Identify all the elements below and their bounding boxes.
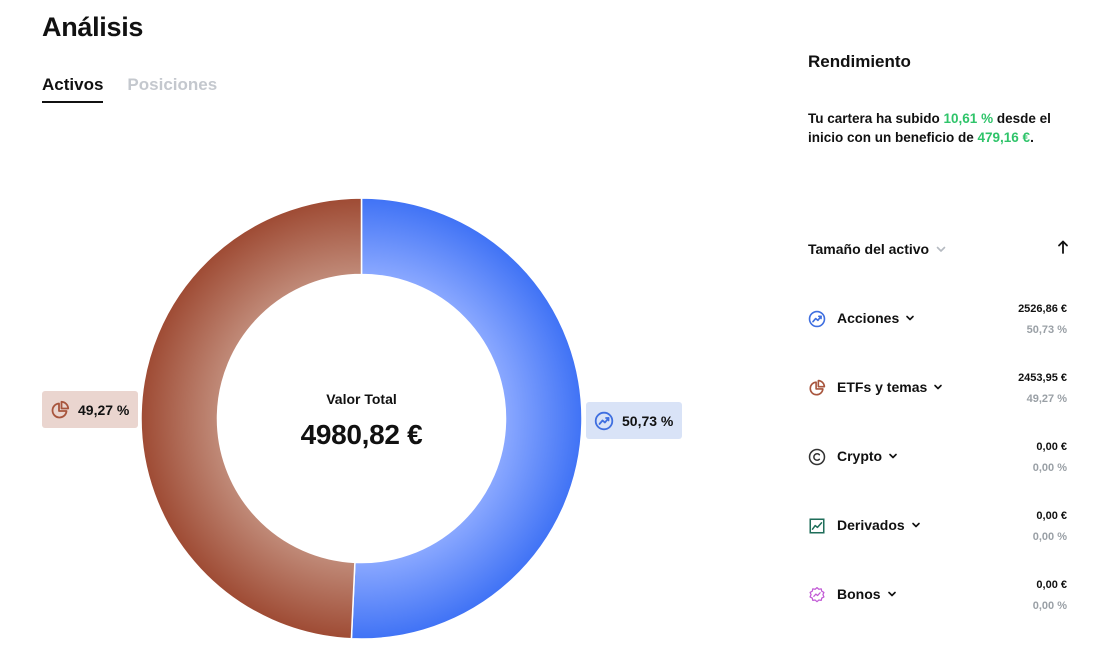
chevron-down-icon: [887, 591, 896, 597]
asset-value-bonos: 0,00 €: [1036, 579, 1067, 591]
summary-suffix: .: [1030, 130, 1034, 145]
chart-trend-icon: [808, 310, 826, 328]
sort-selector[interactable]: Tamaño del activo: [808, 239, 1070, 259]
total-value-amount: 4980,82 €: [300, 419, 423, 450]
chevron-down-icon: [934, 384, 943, 390]
pie-chart-icon: [809, 379, 826, 396]
copyright-icon: [808, 448, 826, 466]
asset-row-bonos[interactable]: Bonos 0,00 € 0,00 %: [808, 579, 1070, 619]
asset-name-crypto[interactable]: Crypto: [837, 448, 898, 464]
etfs-share-value: 49,27 %: [78, 401, 130, 418]
chevron-down-icon: [906, 315, 915, 321]
tab-posiciones[interactable]: Posiciones: [127, 75, 218, 94]
asset-row-crypto[interactable]: Crypto 0,00 € 0,00 %: [808, 441, 1070, 481]
chart-trend-icon: [594, 411, 614, 430]
chevron-down-icon: [911, 522, 920, 528]
asset-name-bonos[interactable]: Bonos: [837, 586, 897, 602]
summary-middle: desde el inicio con un beneficio de: [808, 111, 1051, 145]
asset-pct-crypto: 0,00 %: [1032, 462, 1067, 474]
asset-value-acciones: 2526,86 €: [1018, 303, 1067, 315]
asset-row-derivados[interactable]: Derivados 0,00 € 0,00 %: [808, 510, 1070, 550]
donut-segment-etfs[interactable]: [140, 197, 363, 640]
asset-value-derivados: 0,00 €: [1036, 510, 1067, 522]
asset-pct-derivados: 0,00 %: [1032, 531, 1067, 543]
chevron-down-icon: [889, 453, 897, 459]
etfs-share-pill: 49,27 %: [42, 391, 138, 428]
asset-name-acciones[interactable]: Acciones: [837, 310, 915, 326]
line-chart-icon: [809, 518, 825, 534]
donut-segment-acciones[interactable]: [350, 197, 583, 640]
asset-row-acciones[interactable]: Acciones 2526,86 € 50,73 %: [808, 303, 1070, 343]
performance-title: Rendimiento: [808, 52, 911, 71]
donut-svg: [140, 197, 583, 640]
asset-pct-bonos: 0,00 %: [1032, 600, 1067, 612]
asset-row-etfs[interactable]: ETFs y temas 2453,95 € 49,27 %: [808, 372, 1070, 412]
allocation-donut-chart: Valor Total 4980,82 €: [140, 197, 583, 640]
tab-activos[interactable]: Activos: [42, 75, 104, 103]
asset-value-etfs: 2453,95 €: [1018, 372, 1067, 384]
summary-percentage: 10,61 %: [943, 111, 994, 126]
acciones-share-pill: 50,73 %: [586, 402, 682, 439]
tab-bar: Activos Posiciones: [42, 75, 217, 103]
asset-value-crypto: 0,00 €: [1036, 441, 1067, 453]
performance-summary: Tu cartera ha subido 10,61 % desde el in…: [808, 109, 1078, 147]
asset-name-etfs[interactable]: ETFs y temas: [837, 379, 943, 395]
chevron-down-icon: [936, 246, 946, 252]
asset-name-derivados[interactable]: Derivados: [837, 517, 921, 533]
summary-prefix: Tu cartera ha subido: [808, 111, 944, 126]
badge-icon: [809, 586, 825, 603]
asset-pct-acciones: 50,73 %: [1026, 324, 1067, 336]
sort-arrow-up-icon[interactable]: [1056, 239, 1070, 255]
summary-profit: 479,16 €: [977, 130, 1031, 145]
asset-pct-etfs: 49,27 %: [1026, 393, 1067, 405]
sort-label: Tamaño del activo: [808, 241, 930, 257]
pie-chart-icon: [51, 400, 70, 418]
page-title: Análisis: [42, 12, 144, 42]
total-value-label: Valor Total: [326, 391, 397, 407]
acciones-share-value: 50,73 %: [622, 412, 674, 429]
